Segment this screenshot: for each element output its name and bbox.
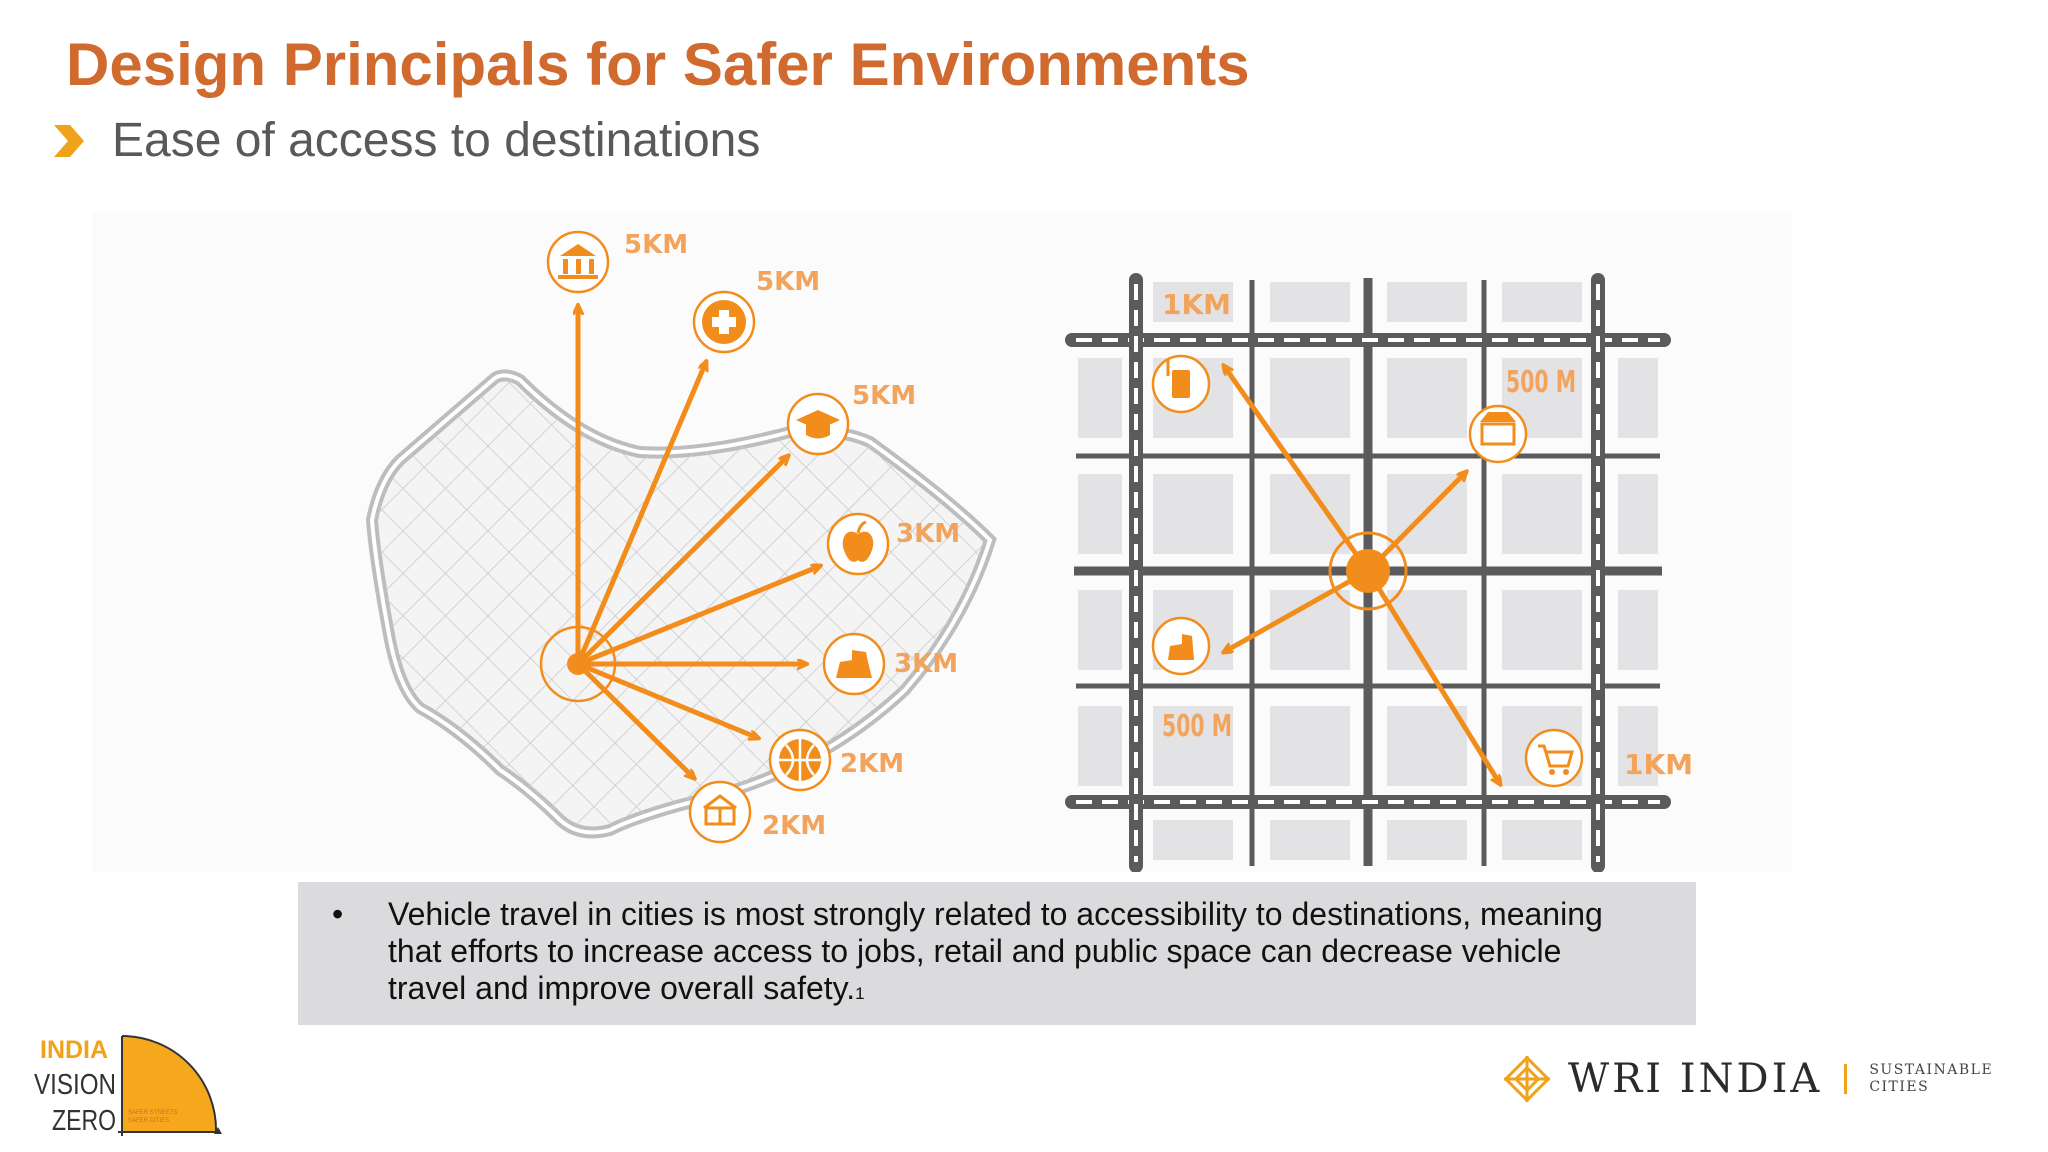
note-text: Vehicle travel in cities is most strongl… (388, 896, 1628, 1025)
distance-label: 2KM (840, 749, 904, 779)
wri-sub-line-1: SUSTAINABLE (1869, 1062, 1994, 1078)
hospital-cross-icon (692, 290, 756, 354)
basketball-icon (768, 728, 832, 792)
india-vision-zero-logo: INDIA VISION ZERO SAFER STREETS SAFER CI… (34, 1035, 222, 1137)
distance-label: 5KM (852, 381, 916, 411)
wri-divider (1844, 1064, 1848, 1094)
origin-ring (1328, 531, 1408, 611)
wri-subtitle: SUSTAINABLE CITIES (1869, 1062, 1993, 1096)
subtitle-row: Ease of access to destinations (50, 113, 760, 168)
distance-label: 1KM (1162, 288, 1231, 321)
library-book-icon (688, 780, 752, 844)
distance-label: 3KM (896, 519, 960, 549)
logo-vision: VISION (34, 1069, 116, 1101)
logo-tagline-1: SAFER STREETS (128, 1110, 177, 1116)
distance-label: 1KM (1624, 748, 1693, 781)
arrow-fuel-station (1224, 366, 1371, 573)
distance-label: 500 M (1506, 365, 1576, 400)
logo-zero: ZERO (52, 1105, 116, 1137)
distance-label: 5KM (756, 267, 820, 297)
apple-icon (826, 512, 890, 576)
arrow-grocery (577, 566, 820, 667)
logo-india: INDIA (40, 1036, 108, 1064)
shopping-cart-icon (1524, 728, 1584, 788)
museum-icon (546, 230, 610, 294)
distance-label: 3KM (894, 649, 958, 679)
arrow-library (576, 662, 694, 778)
city-blocks (1078, 282, 1658, 860)
arrow-playground (1224, 568, 1370, 652)
arrow-sports (577, 661, 758, 738)
market-stall-icon (1468, 404, 1528, 464)
note-box: • Vehicle travel in cities is most stron… (298, 882, 1696, 1025)
right-diagram: 1KM 500 M 500 M 1KM (1065, 273, 1693, 872)
arrow-hospital (575, 362, 706, 665)
wri-name: WRI INDIA (1568, 1056, 1823, 1102)
slide-subtitle: Ease of access to destinations (112, 114, 761, 167)
boundary-roads (1065, 273, 1671, 872)
playground-icon (1151, 616, 1211, 676)
slide-title: Design Principals for Safer Environments (66, 31, 1250, 98)
note-body: Vehicle travel in cities is most strongl… (388, 896, 1603, 1006)
wri-diamond-mark-icon (1503, 1055, 1551, 1103)
arrow-market (1366, 472, 1466, 573)
distance-label: 5KM (624, 230, 688, 260)
arrow-school (576, 456, 788, 666)
fuel-station-icon (1151, 354, 1211, 414)
distance-label: 500 M (1162, 709, 1232, 744)
wri-india-logo: WRI INDIA SUSTAINABLE CITIES (1500, 1052, 1993, 1106)
footnote-marker: 1 (855, 984, 865, 1003)
wri-sub-line-2: CITIES (1869, 1079, 1930, 1095)
bullet-marker: • (332, 896, 344, 932)
chevron-right-icon (54, 124, 84, 157)
arrow-shopping (1365, 569, 1500, 784)
graduation-cap-icon (786, 392, 850, 456)
left-diagram: 5KM 5KM 5KM 3KM 3KM 2KM 2KM (365, 230, 997, 844)
playground-icon (822, 632, 886, 696)
distance-label: 2KM (762, 811, 826, 841)
logo-tagline-2: SAFER CITIES (128, 1118, 169, 1124)
